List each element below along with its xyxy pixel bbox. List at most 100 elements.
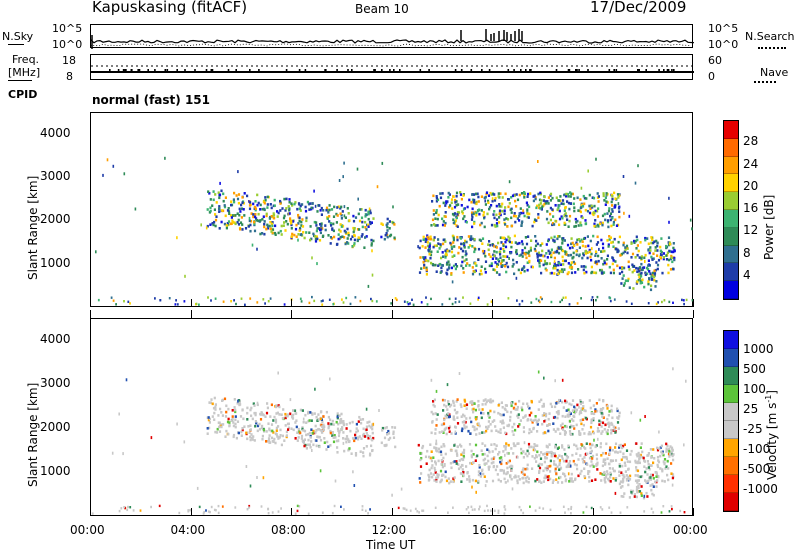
power-echo-cell [611,210,614,213]
power-echo-cell [461,260,464,264]
velocity-echo-cell [494,425,497,428]
power-echo-cell [326,217,329,220]
velocity-scatter-cell [196,486,199,490]
velocity-echo-cell [268,439,271,442]
power-ground-cell [174,303,177,306]
power-echo-cell [255,219,258,222]
power-echo-cell [352,226,355,230]
freq-trace [91,65,694,73]
velocity-echo-cell [445,405,448,408]
velocity-echo-cell [424,455,428,459]
power-echo-cell [545,268,548,272]
velocity-echo-cell [501,419,504,423]
power-echo-cell [581,240,584,243]
velocity-echo-cell [637,475,640,478]
velocity-echo-cell [563,448,566,451]
velocity-echo-cell [450,449,453,452]
power-echo-cell [560,270,563,273]
power-echo-cell [238,207,241,211]
power-echo-cell [423,257,426,261]
power-echo-cell [560,268,564,271]
power-echo-cell [243,192,246,195]
power-echo-cell [428,252,431,256]
power-echo-cell [582,252,585,255]
power-echo-cell [305,216,308,220]
time-tick [90,310,91,318]
velocity-echo-cell [657,459,660,462]
velocity-echo-cell [264,415,267,418]
power-echo-cell [495,257,498,260]
velocity-echo-cell [585,416,588,420]
velocity-echo-cell [516,414,519,418]
velocity-echo-cell [333,434,336,437]
power-echo-cell [471,225,474,229]
velocity-echo-cell [470,454,473,457]
power-echo-cell [450,247,454,250]
velocity-echo-cell [549,402,552,406]
power-echo-cell [580,203,583,207]
power-echo-cell [523,269,526,273]
power-echo-cell [561,259,565,263]
velocity-echo-cell [640,475,644,478]
velocity-echo-cell [552,428,555,431]
velocity-echo-cell [620,458,623,462]
power-echo-cell [528,205,531,209]
power-echo-cell [564,252,567,256]
velocity-ground-cell [549,508,552,511]
velocity-echo-cell [496,465,499,468]
power-echo-cell [597,254,600,258]
power-echo-cell [299,209,302,212]
velocity-echo-cell [282,408,285,411]
power-echo-cell [270,215,273,218]
velocity-echo-cell [419,458,422,462]
velocity-echo-cell [238,399,241,402]
power-echo-cell [495,265,499,268]
power-echo-cell [360,208,363,211]
power-echo-cell [296,207,299,211]
velocity-echo-cell [668,449,671,453]
power-echo-cell [637,267,640,270]
velocity-echo-cell [338,414,341,417]
velocity-echo-cell [275,405,278,409]
velocity-echo-cell [648,476,651,480]
power-echo-cell [528,259,531,263]
velocity-echo-cell [634,474,637,477]
power-echo-cell [454,263,457,266]
freq-tick-bottom: 8 [66,70,73,83]
velocity-echo-cell [505,472,508,476]
power-echo-cell [266,223,269,227]
velocity-echo-cell [557,409,560,413]
velocity-echo-cell [647,454,650,457]
power-echo-cell [547,202,550,205]
power-ground-cell [256,301,259,304]
velocity-echo-cell [635,453,638,456]
velocity-echo-cell [338,430,341,433]
velocity-echo-cell [540,463,544,466]
velocity-echo-cell [599,445,602,449]
velocity-echo-cell [555,478,558,481]
power-echo-cell [422,238,425,241]
velocity-echo-cell [601,415,604,418]
velocity-ground-cell [564,511,566,514]
velocity-echo-cell [450,466,453,470]
velocity-echo-cell [462,474,465,477]
power-echo-cell [536,256,539,259]
power-colorbar-cell [724,263,738,282]
velocity-echo-cell [345,427,348,430]
power-echo-cell [291,204,294,207]
time-tick [592,299,594,307]
nave-dot [164,69,167,71]
power-echo-cell [578,246,581,249]
power-echo-cell [460,197,463,201]
power-echo-cell [483,215,486,219]
velocity-echo-cell [351,420,354,424]
power-echo-cell [446,268,449,272]
velocity-echo-cell [447,477,450,480]
velocity-echo-cell [491,479,495,483]
velocity-echo-cell [474,459,477,462]
velocity-echo-cell [590,421,593,425]
power-echo-cell [560,215,563,218]
velocity-echo-cell [528,431,531,435]
power-echo-cell [590,271,593,275]
power-echo-cell [313,220,316,224]
